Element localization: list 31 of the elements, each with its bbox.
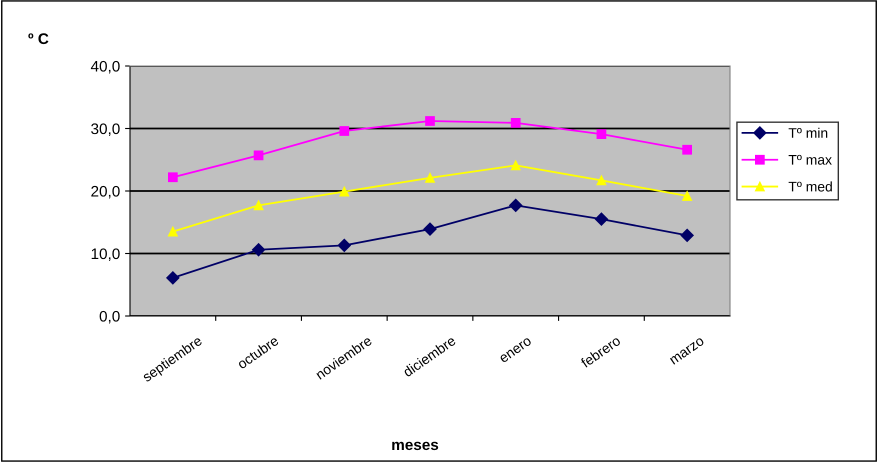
- point: [168, 172, 178, 182]
- legend-label: Tº max: [788, 154, 832, 165]
- legend-label: Tº min: [788, 128, 828, 138]
- point: [425, 173, 435, 183]
- point: [339, 126, 350, 136]
- y-tick-label: 0,0: [100, 310, 120, 324]
- point: [594, 212, 608, 226]
- point: [509, 198, 522, 212]
- point: [510, 118, 521, 128]
- y-tick-label: 30,0: [91, 123, 120, 136]
- point: [682, 144, 692, 155]
- point: [254, 150, 264, 160]
- point: [680, 228, 694, 242]
- x-axis-title: meses: [392, 442, 438, 450]
- point: [166, 271, 180, 284]
- point: [682, 191, 692, 201]
- point: [252, 243, 266, 256]
- point: [596, 176, 606, 186]
- point: [425, 116, 435, 126]
- y-tick-label: 10,0: [92, 248, 120, 261]
- point: [254, 200, 264, 210]
- point: [339, 186, 350, 196]
- point: [596, 129, 606, 139]
- y-axis-title: º C: [28, 33, 48, 44]
- point: [168, 226, 178, 236]
- legend-label: Tº med: [788, 181, 832, 192]
- y-tick-label: 40,0: [90, 60, 120, 74]
- point: [338, 238, 351, 252]
- point: [510, 160, 521, 170]
- point: [423, 222, 437, 236]
- y-tick-label: 20,0: [91, 186, 120, 198]
